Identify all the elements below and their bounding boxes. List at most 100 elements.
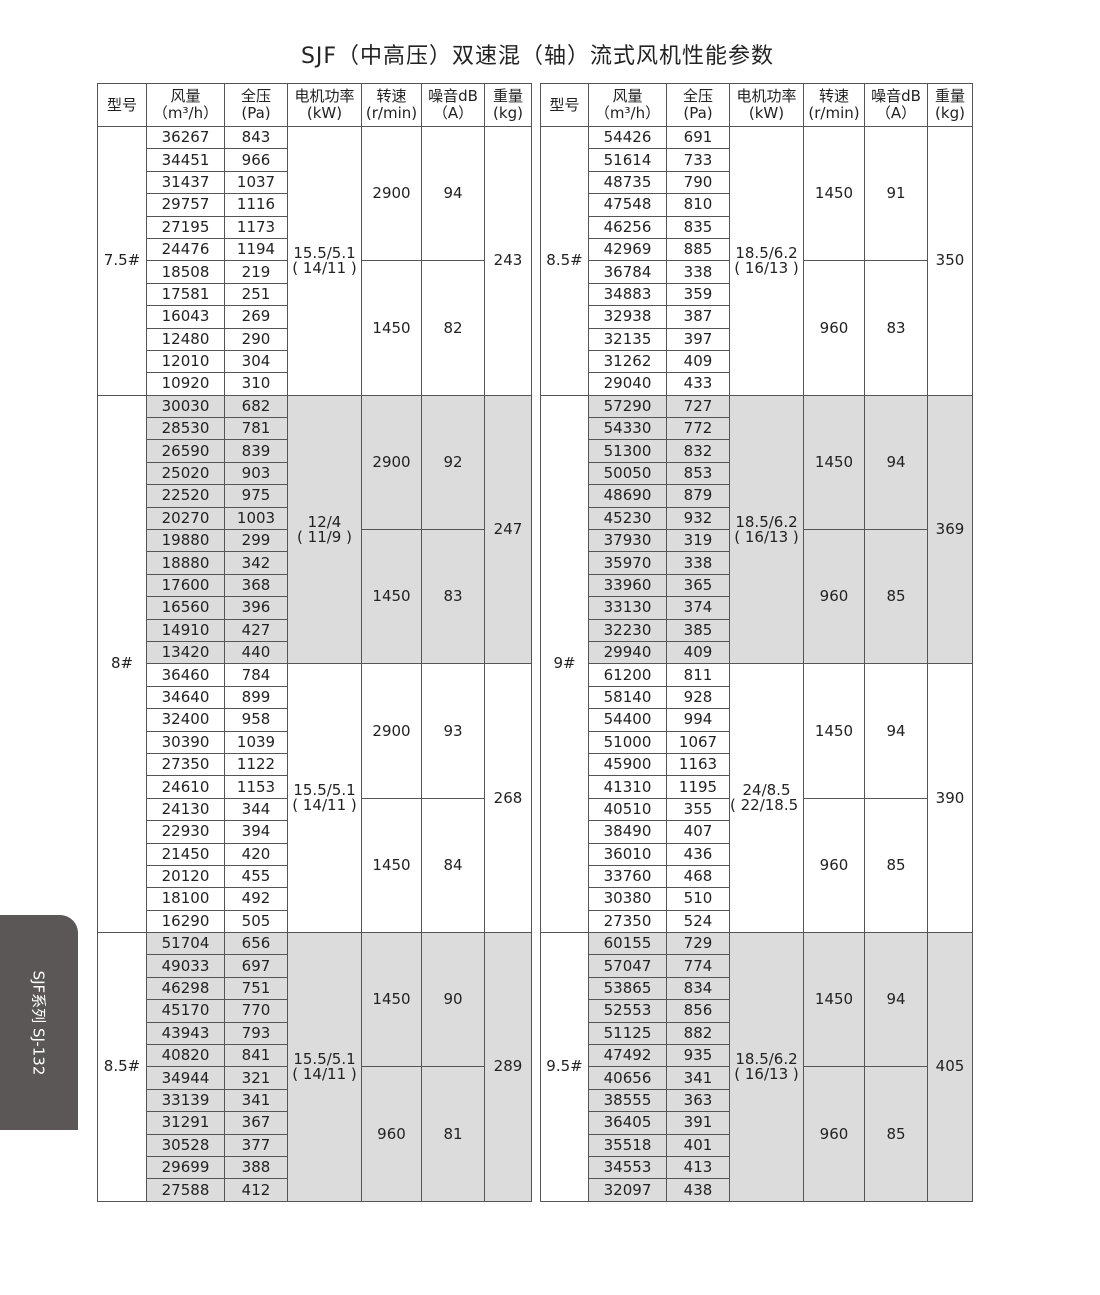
table-row: 16043 269 — [98, 305, 532, 329]
table-row: 35518 401 — [541, 1133, 973, 1157]
airflow-cell: 20270 — [146, 506, 225, 531]
motor-power-cell: 15.5/5.1( 14/11 ) — [287, 663, 362, 934]
model-cell: 9.5# — [540, 932, 589, 1202]
airflow-cell: 34553 — [588, 1155, 667, 1180]
pressure-cell: 994 — [666, 708, 730, 732]
airflow-cell: 36267 — [146, 125, 225, 150]
pressure-cell: 733 — [666, 148, 730, 172]
pressure-cell: 751 — [224, 976, 288, 1001]
airflow-cell: 42969 — [588, 237, 667, 262]
pressure-cell: 899 — [224, 685, 288, 710]
table-row: 26590 839 — [98, 439, 532, 463]
pressure-cell: 338 — [666, 260, 730, 284]
pressure-cell: 835 — [666, 215, 730, 239]
airflow-cell: 34883 — [588, 282, 667, 307]
table-row: 20270 1003 — [98, 506, 532, 531]
pressure-cell: 385 — [666, 618, 730, 642]
pressure-cell: 344 — [224, 797, 288, 822]
airflow-cell: 20120 — [146, 864, 225, 889]
table-row: 41310 1195 — [541, 775, 973, 799]
header-weight: 重量 (kg) — [484, 83, 532, 127]
airflow-cell: 30030 — [146, 394, 225, 419]
airflow-cell: 45900 — [588, 752, 667, 777]
table-row: 24130 344 1450 84 — [98, 797, 532, 934]
table-row: 30528 377 — [98, 1133, 532, 1157]
table-row: 61200 811 24/8.5( 22/18.5 ) 1450 94 390 — [541, 663, 973, 934]
airflow-cell: 35518 — [588, 1133, 667, 1157]
speed-cell: 2900 — [361, 663, 422, 799]
motor-power-cell: 15.5/5.1( 14/11 ) — [287, 932, 362, 1202]
speed-cell: 1450 — [361, 529, 422, 665]
speed-cell: 960 — [361, 1066, 422, 1202]
airflow-cell: 53865 — [588, 976, 667, 1001]
table-row: 32097 438 — [541, 1178, 973, 1202]
header-model: 型号 — [97, 83, 147, 127]
table-row: 32230 385 — [541, 618, 973, 642]
airflow-cell: 18100 — [146, 887, 225, 911]
pressure-cell: 338 — [666, 551, 730, 575]
pressure-cell: 510 — [666, 887, 730, 911]
table-row: 8.5# 51704 656 15.5/5.1( 14/11 ) 1450 90 289 — [97, 932, 532, 1202]
airflow-cell: 13420 — [146, 640, 225, 665]
airflow-cell: 17581 — [146, 282, 225, 307]
header-noise: 噪音dB （A） — [421, 83, 485, 127]
table-row: 51300 832 — [541, 439, 973, 463]
airflow-cell: 51125 — [588, 1021, 667, 1046]
pressure-cell: 853 — [666, 461, 730, 486]
table-row: 9.5# 60155 729 18.5/6.2( 16/13 ) 1450 94 405 — [540, 932, 973, 1202]
pressure-cell: 656 — [224, 932, 288, 956]
airflow-cell: 46256 — [588, 215, 667, 239]
motor-power-cell: 12/4( 11/9 ) — [287, 394, 362, 665]
pressure-cell: 310 — [224, 372, 288, 396]
noise-cell: 94 — [864, 932, 928, 1068]
pressure-cell: 1122 — [224, 752, 288, 777]
airflow-cell: 40510 — [588, 797, 667, 822]
pressure-cell: 492 — [224, 887, 288, 911]
pressure-cell: 321 — [224, 1066, 288, 1090]
pressure-cell: 407 — [666, 820, 730, 844]
airflow-cell: 22930 — [146, 820, 225, 844]
table-row: 43943 793 — [98, 1021, 532, 1046]
airflow-cell: 21450 — [146, 842, 225, 866]
table-row: 45170 770 — [98, 999, 532, 1023]
weight-cell: 390 — [927, 663, 973, 934]
table-row: 47548 810 — [541, 193, 973, 217]
pressure-cell: 843 — [224, 125, 288, 150]
airflow-cell: 32938 — [588, 305, 667, 329]
airflow-cell: 18880 — [146, 551, 225, 575]
pressure-cell: 342 — [224, 551, 288, 575]
model-cell: 8# — [97, 394, 147, 934]
performance-table-left: 型号 风量 （m³/h） 全压 (Pa) 电机功率 (kW) 转速 (r/min) 噪音dB （A）… — [97, 83, 532, 1202]
airflow-cell: 27350 — [588, 909, 667, 934]
table-row: 27350 1122 — [98, 752, 532, 777]
airflow-cell: 49033 — [146, 954, 225, 978]
table-row: 16560 396 — [98, 596, 532, 620]
pressure-cell: 682 — [224, 394, 288, 419]
pressure-cell: 1037 — [224, 170, 288, 195]
pressure-cell: 1195 — [666, 775, 730, 799]
page-title: SJF（中高压）双速混（轴）流式风机性能参数 — [300, 44, 775, 69]
speed-cell: 960 — [803, 1066, 865, 1202]
airflow-cell: 18508 — [146, 260, 225, 284]
table-row: 51125 882 — [541, 1021, 973, 1046]
model-cell: 8.5# — [97, 932, 147, 1202]
noise-cell: 94 — [864, 663, 928, 799]
airflow-cell: 27588 — [146, 1178, 225, 1202]
airflow-cell: 57047 — [588, 954, 667, 978]
pressure-cell: 420 — [224, 842, 288, 866]
table-row: 32400 958 — [98, 708, 532, 732]
table-row: 35970 338 — [541, 551, 973, 575]
table-row: 31262 409 — [541, 349, 973, 374]
noise-cell: 90 — [421, 932, 485, 1068]
pressure-cell: 966 — [224, 148, 288, 172]
airflow-cell: 54330 — [588, 417, 667, 441]
airflow-cell: 12480 — [146, 327, 225, 351]
airflow-cell: 30380 — [588, 887, 667, 911]
airflow-cell: 24130 — [146, 797, 225, 822]
noise-cell: 83 — [421, 529, 485, 665]
airflow-cell: 35970 — [588, 551, 667, 575]
airflow-cell: 26590 — [146, 439, 225, 463]
pressure-cell: 524 — [666, 909, 730, 934]
airflow-cell: 31437 — [146, 170, 225, 195]
airflow-cell: 30528 — [146, 1133, 225, 1157]
